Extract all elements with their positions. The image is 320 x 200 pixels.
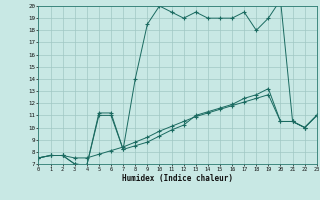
X-axis label: Humidex (Indice chaleur): Humidex (Indice chaleur) — [122, 174, 233, 183]
